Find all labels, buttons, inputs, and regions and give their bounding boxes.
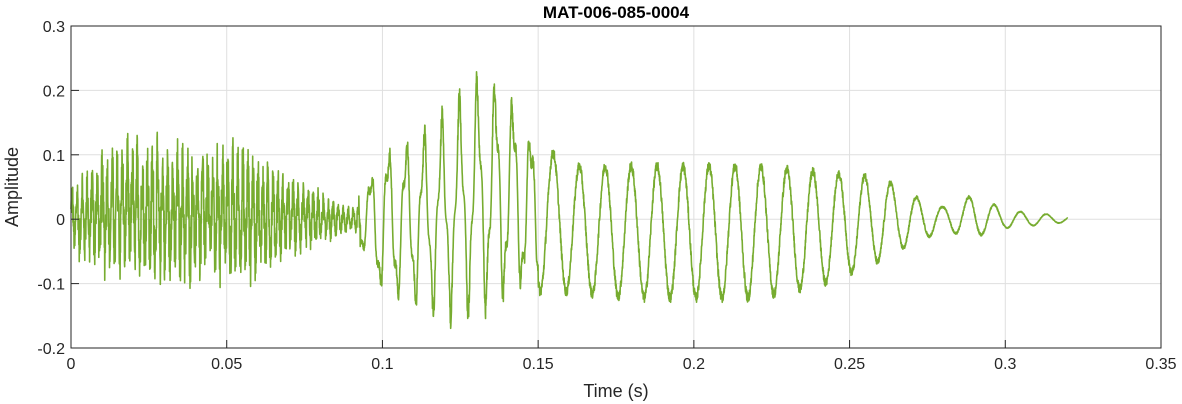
x-tick-label: 0.1 [371,356,393,373]
y-tick-label: -0.1 [37,277,65,294]
y-tick-labels: -0.2 -0.1 0 0.1 0.2 0.3 [37,19,65,358]
tick-marks [70,25,1162,349]
x-axis-label: Time (s) [583,381,648,401]
x-tick-label: 0.05 [211,356,242,373]
y-tick-label: 0.3 [43,19,65,36]
x-tick-label: 0.2 [683,356,705,373]
y-axis-label: Amplitude [2,147,22,227]
plot-area [71,26,1161,348]
x-tick-label: 0.25 [834,356,865,373]
y-tick-label: -0.2 [37,341,65,358]
x-tick-labels: 0 0.05 0.1 0.15 0.2 0.25 0.3 0.35 [67,356,1177,373]
x-tick-label: 0.35 [1145,356,1176,373]
waveform-series-line [70,70,1069,330]
axes-frame [70,25,1162,349]
x-tick-label: 0.3 [994,356,1016,373]
y-tick-label: 0 [56,212,65,229]
y-tick-label: 0.2 [43,83,65,100]
x-tick-label: 0.15 [523,356,554,373]
series-group [70,70,1069,330]
y-tick-label: 0.1 [43,148,65,165]
chart-title: MAT-006-085-0004 [543,3,690,22]
x-tick-label: 0 [67,356,76,373]
